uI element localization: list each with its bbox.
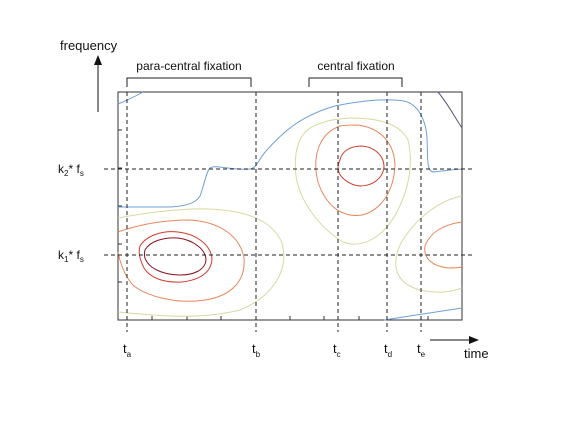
contour-blue-bottom (383, 307, 463, 321)
contours (117, 91, 463, 321)
x-axis-label: time (464, 346, 489, 361)
freq-dashed-lines (104, 168, 474, 256)
tb-label: tb (252, 341, 261, 359)
y-axis-arrowhead (94, 55, 102, 65)
x-axis-arrowhead (469, 336, 479, 344)
central-bracket (308, 77, 403, 87)
contour-orange-left (117, 219, 245, 302)
contour-red-center (337, 145, 385, 187)
tc-label: tc (333, 341, 341, 359)
y-axis-label: frequency (60, 38, 118, 53)
contour-yellow-center (294, 117, 411, 245)
time-dashed-lines (126, 92, 422, 332)
k2-fs-label: k2* fs (58, 162, 84, 178)
contour-blue-topright (437, 91, 463, 129)
contour-darkred-left (143, 237, 207, 276)
te-label: te (417, 341, 426, 359)
central-label: central fixation (317, 59, 394, 73)
para-central-bracket (126, 77, 252, 87)
td-label: td (384, 341, 392, 359)
x-ticks (151, 316, 429, 320)
contour-blue-upper (118, 99, 463, 208)
k1-fs-label: k1* fs (58, 248, 84, 264)
contour-yellow-left (117, 208, 285, 317)
contour-orange-right (424, 221, 463, 269)
ta-label: ta (123, 341, 132, 359)
contour-orange-center (315, 124, 396, 216)
contour-blue-topleft (117, 91, 144, 105)
para-central-label: para-central fixation (136, 59, 241, 73)
contour-red-left (138, 231, 213, 283)
contour-yellow-right (395, 195, 463, 293)
y-ticks (118, 129, 122, 283)
